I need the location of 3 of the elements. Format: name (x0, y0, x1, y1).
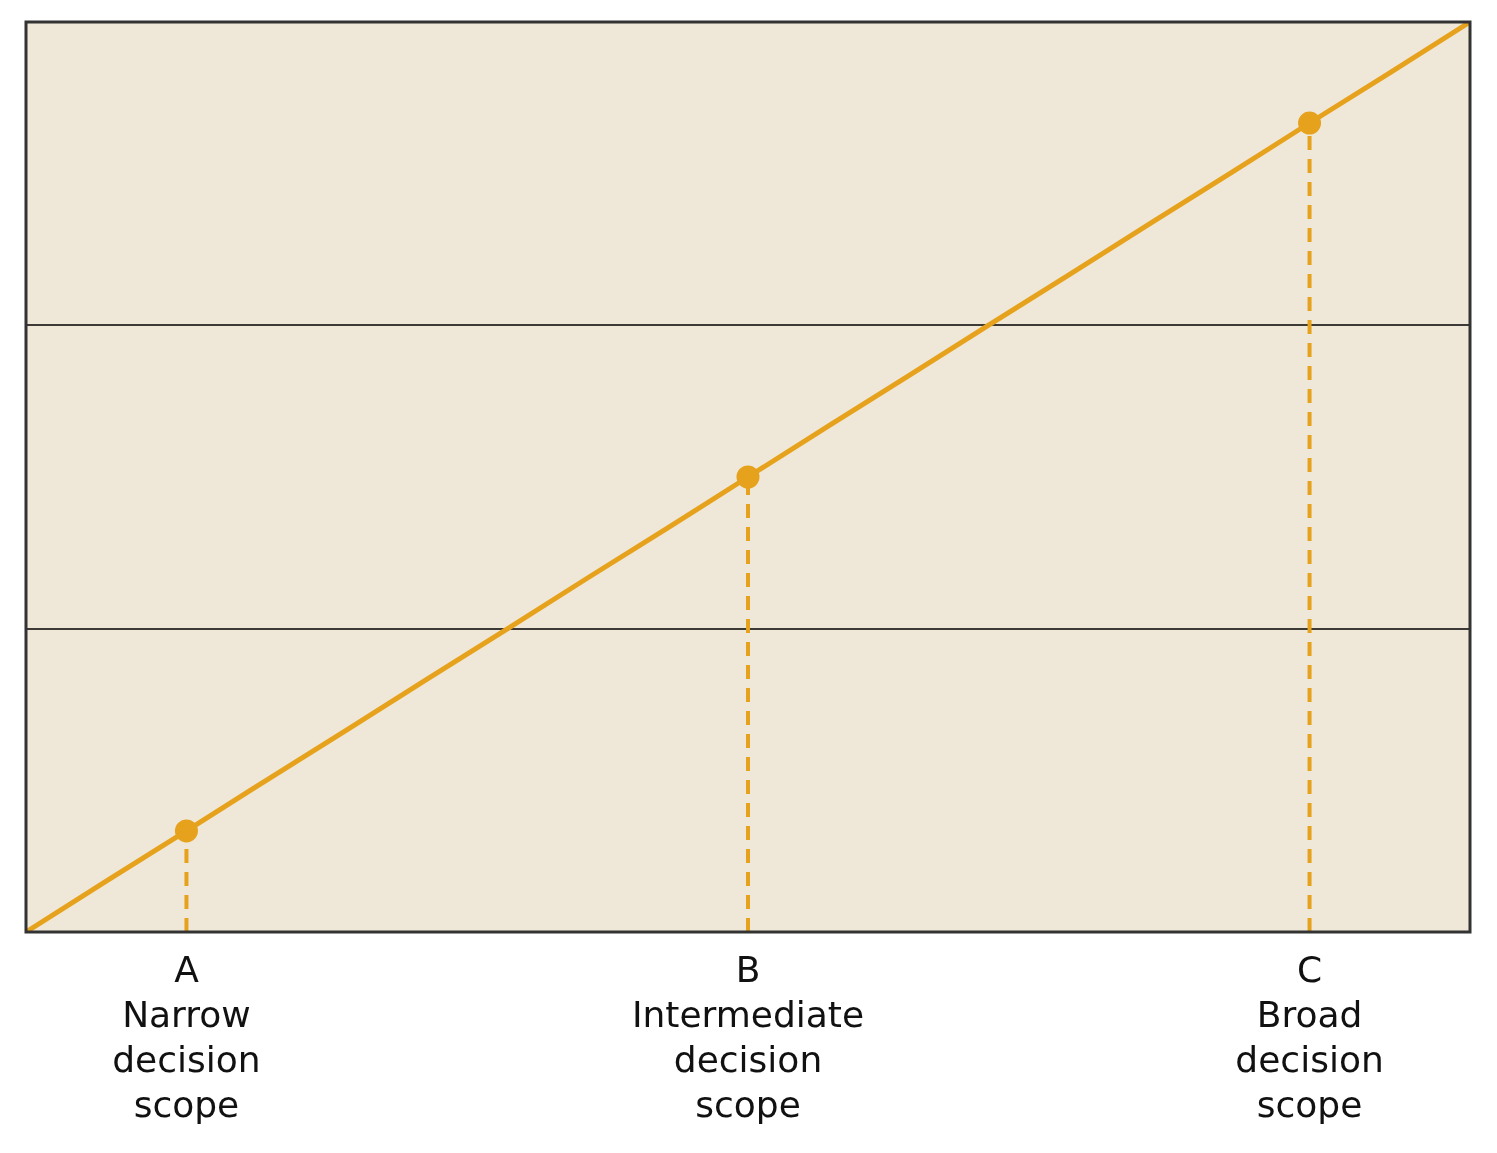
x-tick-label: A Narrow decision scope (112, 948, 261, 1125)
x-tick-label: C Broad decision scope (1235, 948, 1384, 1125)
x-tick-label: B Intermediate decision scope (631, 948, 865, 1125)
